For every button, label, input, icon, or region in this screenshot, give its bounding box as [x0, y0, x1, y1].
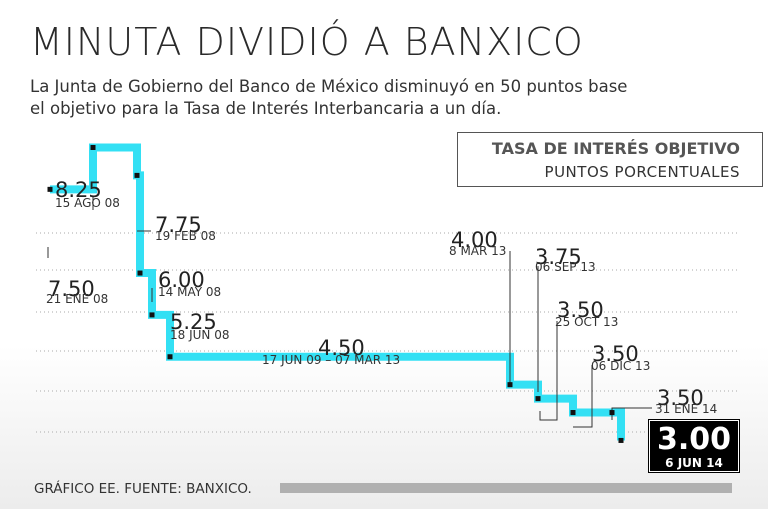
value-label-11: 3.50 [657, 386, 704, 410]
value-label-2: 8.25 [55, 178, 102, 202]
data-marker-6 [167, 354, 173, 360]
date-label-11: 31 ENE 14 [655, 402, 717, 416]
value-label-8: 3.75 [535, 245, 582, 269]
leader-line-11 [611, 407, 652, 420]
page-title: MINUTA DIVIDIÓ A BANXICO [30, 20, 584, 64]
date-label-4: 14 MAY 08 [158, 285, 221, 299]
data-marker-10 [570, 410, 576, 416]
date-label-2: 15 AGO 08 [55, 196, 120, 210]
date-label-8: 06 SEP 13 [535, 260, 596, 274]
value-label-10: 3.50 [592, 342, 639, 366]
value-label-4: 6.00 [158, 268, 205, 292]
rate-series-line [50, 143, 625, 441]
value-label-9: 3.50 [557, 298, 604, 322]
leader-line-9 [539, 321, 558, 421]
data-marker-12 [618, 437, 624, 443]
value-label-1: 7.50 [48, 277, 95, 301]
source-note: GRÁFICO EE. FUENTE: BANXICO. [34, 481, 252, 497]
value-label-5: 5.25 [170, 310, 217, 334]
date-label-9: 25 OCT 13 [555, 315, 618, 329]
final-value-box: 3.00 6 JUN 14 [649, 420, 739, 472]
data-marker-1 [47, 186, 53, 192]
final-value: 3.00 [656, 422, 732, 457]
value-label-7: 4.00 [451, 228, 498, 252]
data-marker-2 [90, 145, 96, 150]
date-label-10: 06 DIC 13 [591, 359, 650, 373]
data-marker-7 [507, 382, 513, 388]
data-marker-3 [134, 172, 140, 178]
final-date: 6 JUN 14 [665, 456, 723, 470]
chart-legend: TASA DE INTERÉS OBJETIVO PUNTOS PORCENTU… [457, 132, 763, 187]
date-label-5: 18 JUN 08 [170, 328, 229, 342]
value-label-6: 4.50 [318, 336, 365, 360]
source-rule [280, 483, 732, 493]
page-subtitle: La Junta de Gobierno del Banco de México… [30, 77, 628, 118]
value-label-3: 7.75 [155, 213, 202, 237]
data-marker-8 [535, 396, 541, 402]
date-label-6: 17 JUN 09 – 07 MAR 13 [262, 353, 400, 367]
legend-unit: PUNTOS PORCENTUALES [544, 163, 740, 181]
data-marker-4 [137, 270, 143, 276]
leader-line-10 [573, 365, 593, 428]
date-label-7: 8 MAR 13 [449, 244, 506, 258]
data-marker-5 [149, 312, 155, 318]
data-marker-11 [609, 410, 615, 416]
date-label-1: 21 ENE 08 [46, 292, 108, 306]
legend-title: TASA DE INTERÉS OBJETIVO [491, 139, 740, 158]
date-label-3: 19 FEB 08 [155, 229, 216, 243]
